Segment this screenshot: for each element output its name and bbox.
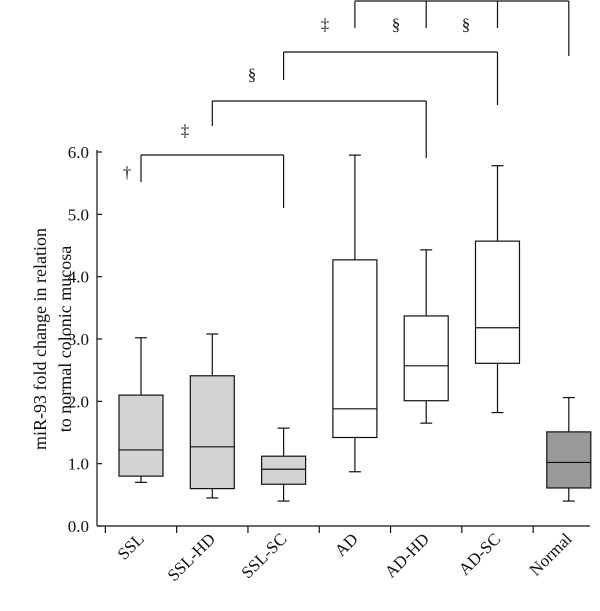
y-axis-label-line-1: miR-93 fold change in relation (30, 228, 50, 450)
y-tick-label: 0.0 (68, 517, 89, 536)
box-iqr (189, 375, 235, 490)
significance-symbol: † (123, 163, 132, 182)
significance-symbol: § (392, 15, 401, 34)
x-tick-label: AD-SC (455, 529, 505, 579)
box-iqr (332, 259, 378, 439)
box-iqr (546, 431, 592, 489)
x-tick-label: AD (331, 529, 362, 560)
box-ssl-sc (261, 427, 307, 502)
boxes (118, 154, 592, 502)
significance-symbol: § (462, 15, 471, 34)
x-tick-label: Normal (525, 529, 575, 579)
y-tick-label: 5.0 (68, 205, 89, 224)
box-iqr (403, 315, 449, 402)
y-axis-label-line-2: to normal colonic mucosa (55, 246, 75, 432)
y-tick-label: 2.0 (68, 392, 89, 411)
x-axis-labels: SSL SSL-HD SSL-SC AD AD-HD AD-SC Normal (104, 526, 576, 585)
box-iqr (474, 240, 521, 364)
y-tick-label: 1.0 (68, 455, 89, 474)
box-ssl-hd (189, 333, 235, 499)
y-tick-label: 3.0 (68, 330, 89, 349)
box-iqr (261, 455, 307, 485)
x-tick-label: SSL-HD (164, 529, 220, 585)
significance-brackets: † ‡ § ‡ § § (123, 0, 570, 208)
x-tick-label: SSL (114, 529, 148, 563)
y-axis-ticks: 0.0 1.0 2.0 3.0 4.0 5.0 6.0 (68, 143, 102, 536)
box-ad (332, 154, 378, 473)
significance-symbol: ‡ (321, 15, 330, 34)
x-tick-label: SSL-SC (238, 529, 291, 582)
y-axis-label: miR-93 fold change in relation to normal… (30, 228, 75, 450)
y-tick-label: 6.0 (68, 143, 89, 162)
box-ad-sc (474, 165, 521, 414)
significance-symbol: § (248, 65, 257, 84)
box-ssl (118, 337, 164, 483)
box-ad-hd (403, 249, 449, 424)
x-tick-label: AD-HD (381, 529, 433, 581)
box-iqr (118, 394, 164, 477)
box-normal (546, 396, 592, 502)
y-tick-label: 4.0 (68, 268, 89, 287)
significance-symbol: ‡ (181, 121, 190, 140)
